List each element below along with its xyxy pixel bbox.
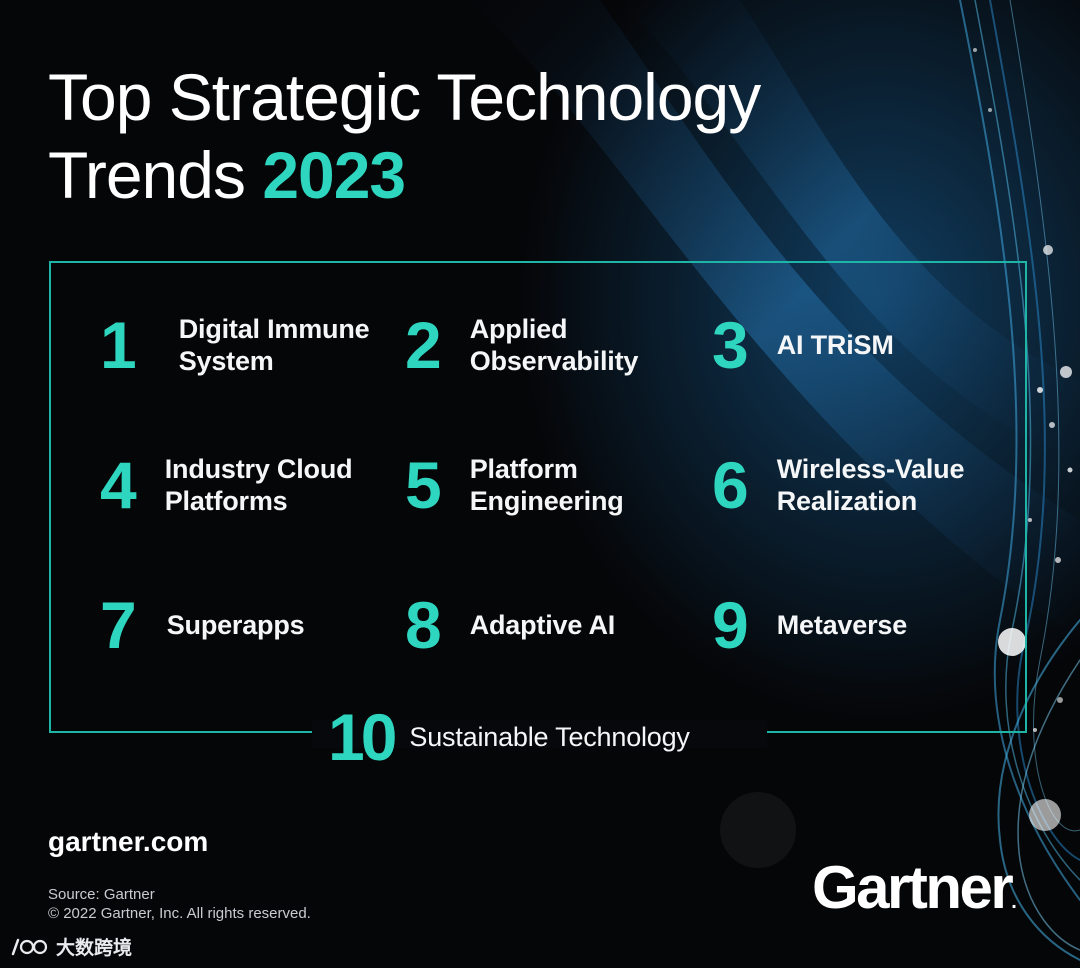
watermark-text: 大数跨境 [56,938,133,959]
frame-gap [312,720,767,748]
trend-label: Adaptive AI [469,610,616,640]
logo-text: Gartner [812,854,1014,921]
trend-item-8: 8 Adaptive AI [405,592,615,658]
100-logo-icon [11,938,48,955]
trend-label: Digital Immune System [179,313,370,377]
trend-item-6: 6 Wireless-Value Realization [712,452,964,518]
trend-item-9: 9 Metaverse [712,592,907,658]
trend-number: 8 [405,588,442,662]
trend-label: Sustainable Technology [409,722,690,752]
trend-label: Applied Observability [469,313,639,377]
trend-label-line2: Platforms [164,486,288,516]
source-text: Source: Gartner [48,886,155,903]
trend-label: AI TRiSM [776,330,894,360]
trend-label: Superapps [166,610,305,640]
title-line-2: Trends 2023 [48,136,760,214]
trend-number: 4 [100,448,137,522]
trend-label-line2: Realization [776,486,918,516]
trend-label-line1: Applied [469,314,568,344]
logo-mark: . [1011,891,1017,913]
trend-label-line1: Wireless-Value [776,454,965,484]
trend-item-2: 2 Applied Observability [405,312,638,378]
source-note: Source: Gartner © 2022 Gartner, Inc. All… [48,885,311,923]
trend-number: 6 [712,448,749,522]
trend-number: 10 [328,700,397,774]
trend-number: 5 [405,448,442,522]
trend-label-line2: Engineering [469,486,624,516]
trend-label-line1: Platform [469,454,578,484]
trend-label-line1: Industry Cloud [164,454,353,484]
trend-number: 7 [100,588,137,662]
trend-number: 3 [712,308,749,382]
trend-number: 9 [712,588,749,662]
trend-item-5: 5 Platform Engineering [405,452,624,518]
trend-number: 2 [405,308,442,382]
title-year: 2023 [262,138,406,212]
trend-label: Platform Engineering [470,453,624,517]
website-link[interactable]: gartner.com [48,826,209,857]
trend-label: Industry Cloud Platforms [165,453,353,517]
copyright-text: © 2022 Gartner, Inc. All rights reserved… [48,905,311,922]
watermark: 大数跨境 [10,933,132,960]
gartner-logo: Gartner. [812,858,1017,918]
trend-label: Wireless-Value Realization [777,453,965,517]
title-prefix: Trends [48,138,246,212]
trend-label: Metaverse [776,610,908,640]
trend-item-10: 10 Sustainable Technology [328,704,690,770]
trend-item-7: 7 Superapps [100,588,305,662]
title-line-1: Top Strategic Technology [48,60,761,134]
trend-item-4: 4 Industry Cloud Platforms [100,448,353,522]
page-title: Top Strategic Technology Trends 2023 [48,58,761,214]
trend-item-3: 3 AI TRiSM [712,312,894,378]
trend-label-line2: System [178,346,274,376]
trend-label-line1: Digital Immune [178,314,370,344]
trend-item-1: 1 Digital Immune System [100,308,370,382]
trend-label-line2: Observability [469,346,639,376]
trend-number: 1 [100,308,137,382]
